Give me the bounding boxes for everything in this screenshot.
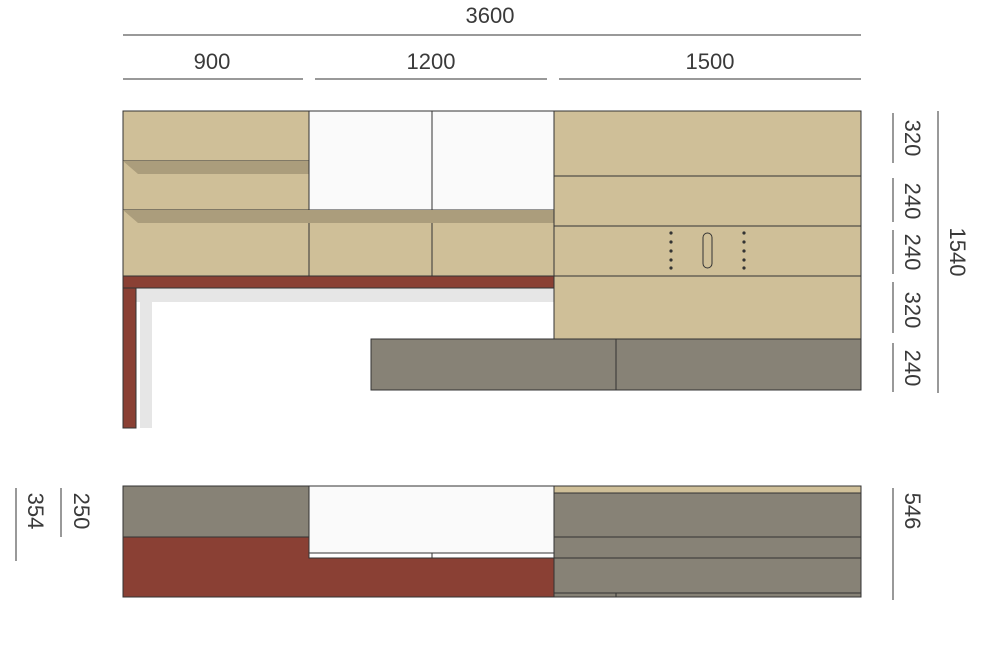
top-strip	[553, 485, 862, 494]
lower-unit	[122, 485, 862, 598]
drawer	[553, 492, 862, 538]
panel	[122, 485, 310, 538]
panel	[370, 338, 617, 391]
dimension-label: 3600	[466, 3, 515, 28]
panel	[615, 338, 862, 391]
shadow	[136, 288, 554, 302]
shelf-shadow	[123, 210, 567, 223]
dimension-label: 354	[23, 493, 48, 530]
handle	[702, 232, 713, 269]
shadow	[140, 288, 152, 428]
dimension-label: 320	[900, 292, 925, 329]
dimension-label: 240	[900, 183, 925, 220]
plinth	[553, 592, 862, 598]
dimension-label: 1200	[407, 49, 456, 74]
dimension-label: 250	[69, 493, 94, 530]
dimension-label: 1540	[945, 228, 970, 277]
upper-unit	[122, 110, 862, 429]
height-dimensions: 320 240 240 320 240 1540	[892, 111, 970, 393]
door	[431, 110, 555, 211]
drawer	[553, 536, 862, 559]
desk-top	[122, 275, 555, 289]
dimension-label: 240	[900, 234, 925, 271]
dimension-label: 546	[900, 493, 925, 530]
panel	[553, 110, 862, 177]
panel	[122, 110, 310, 162]
panel	[553, 175, 862, 227]
holes	[669, 231, 746, 270]
door	[308, 485, 555, 554]
dimension-label: 320	[900, 120, 925, 157]
dimension-label: 900	[194, 49, 231, 74]
dimension-label: 1500	[686, 49, 735, 74]
drawer	[553, 557, 862, 594]
panel	[553, 275, 862, 340]
shelf-shadow	[123, 161, 309, 174]
desk-leg	[122, 287, 137, 429]
dimension-label: 240	[900, 350, 925, 387]
door	[308, 110, 433, 211]
